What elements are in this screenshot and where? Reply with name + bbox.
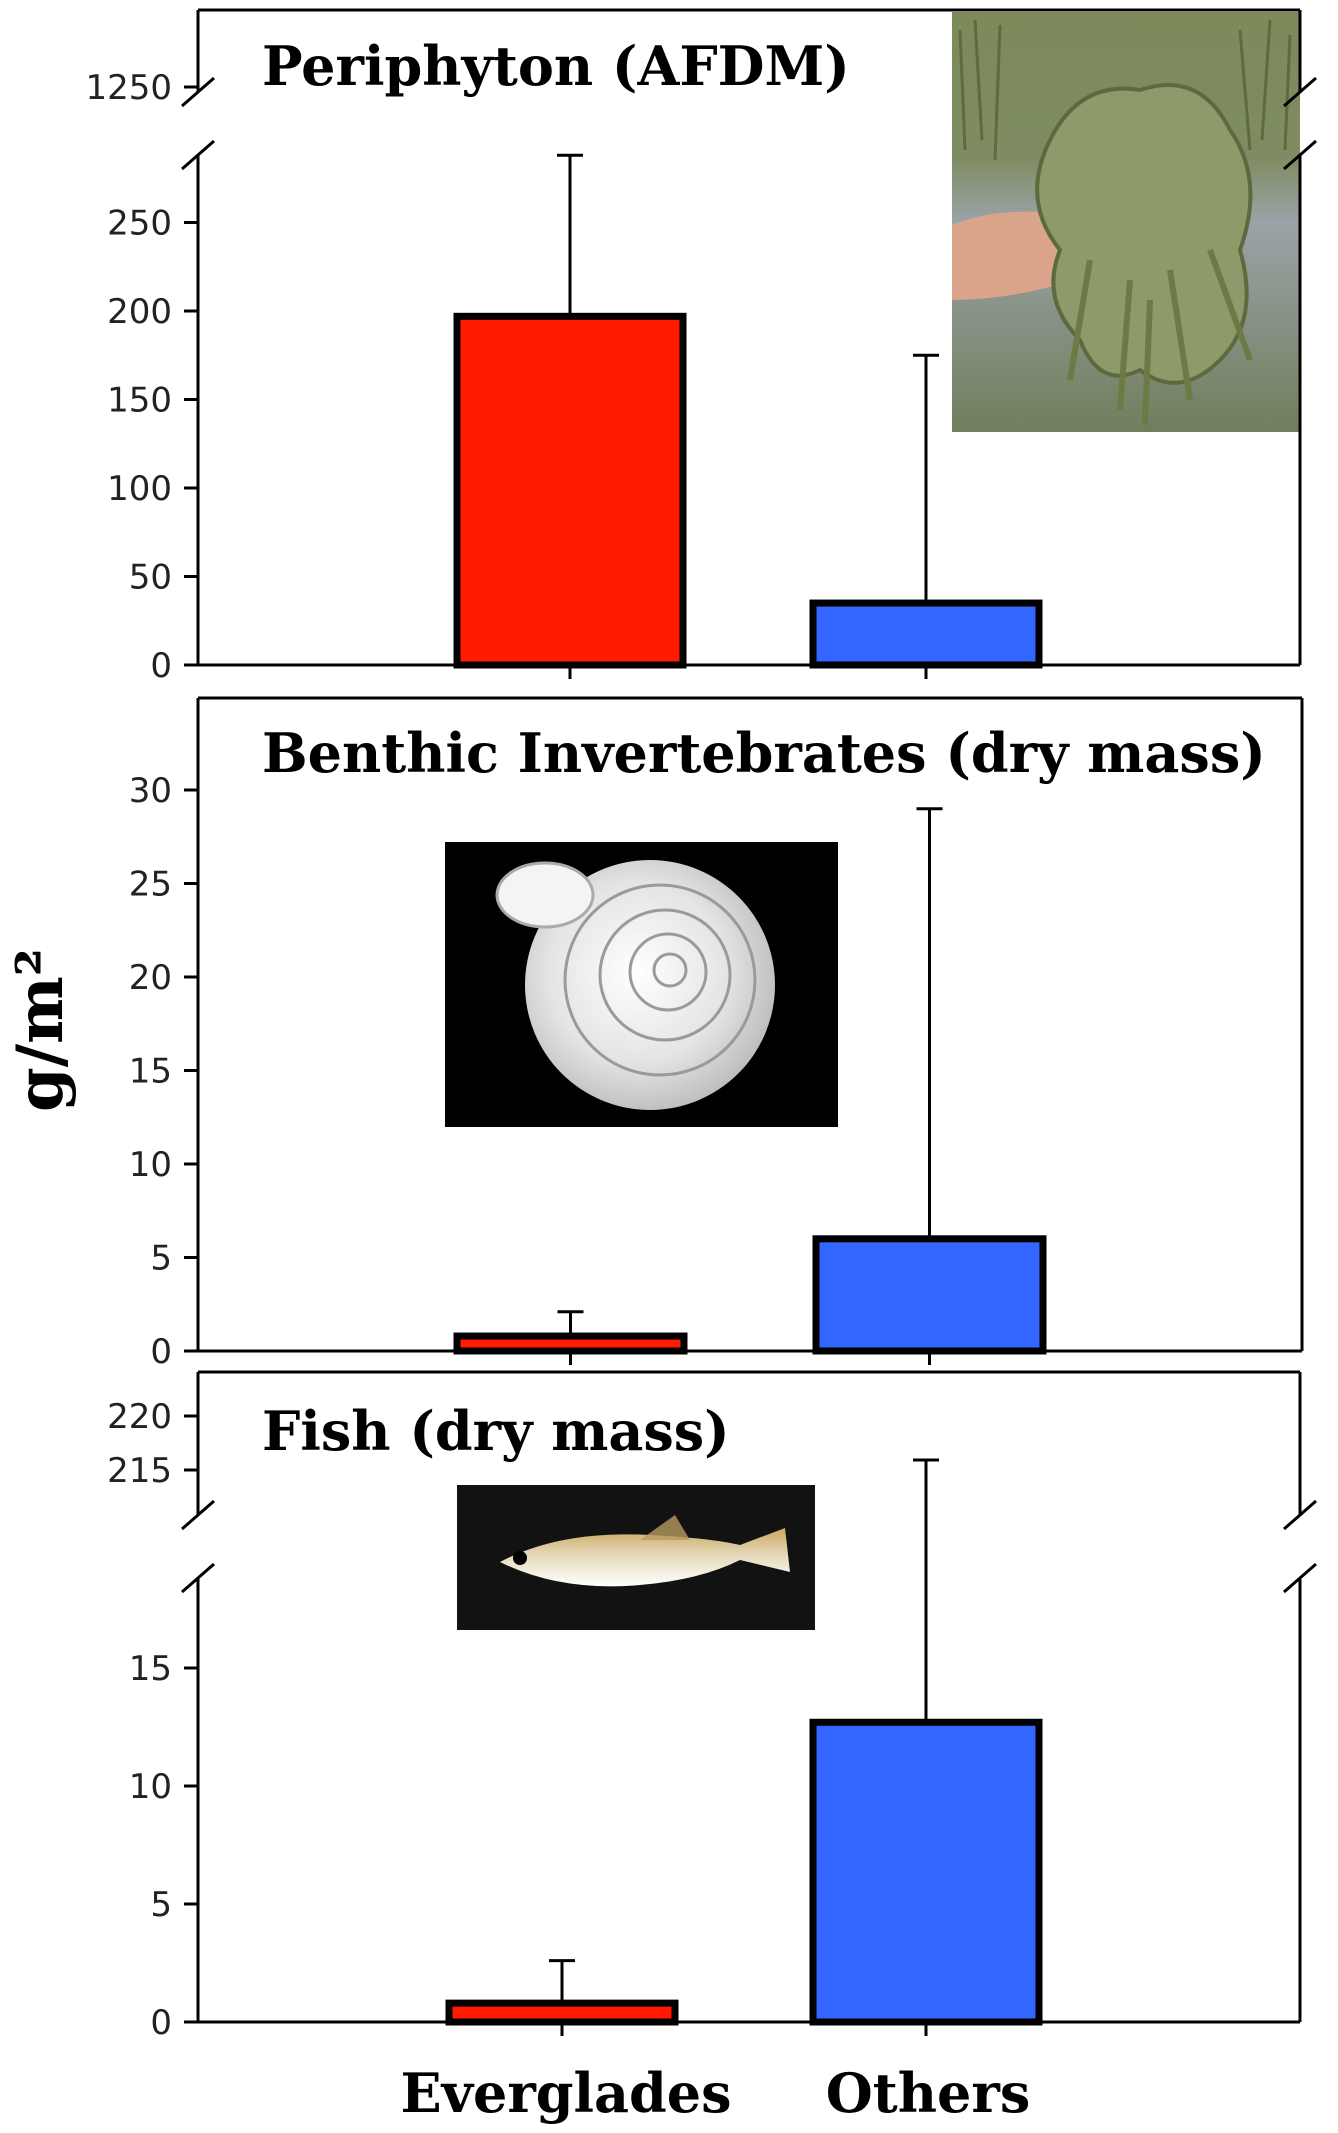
y-tick-label: 215: [107, 1451, 172, 1491]
chart-panel-3: 0 5 10 15 215 220 Fish (dry mass): [107, 1370, 1317, 2043]
axis-break-mark: [181, 76, 215, 108]
snail-aperture: [495, 861, 595, 929]
category-label-others: Others: [826, 2061, 1030, 2125]
bar-others: [809, 1718, 1043, 2026]
axis-break-mark: [181, 139, 215, 171]
photo-snail-shell: [525, 860, 775, 1110]
chart-panel-2: 0 5 10 15 20 25 30 Benthic Invertebrates (dry m…: [129, 696, 1304, 1372]
axis-break-mark: [181, 1562, 215, 1594]
bar-everglades: [453, 1332, 688, 1355]
y-tick-label: 15: [129, 1649, 172, 1689]
axis-break-mark: [1283, 1499, 1317, 1531]
photo-hand: [952, 211, 1075, 300]
y-tick-label: 0: [150, 1332, 172, 1372]
y-tick-label: 5: [150, 1885, 172, 1925]
y-tick-label: 15: [129, 1052, 172, 1092]
axis-break-mark: [181, 1499, 215, 1531]
y-tick-label: 200: [107, 292, 172, 332]
axis-break-mark: [1283, 1562, 1317, 1594]
y-tick-label: 100: [107, 469, 172, 509]
category-label-everglades: Everglades: [400, 2061, 731, 2125]
panel-title: Benthic Invertebrates (dry mass): [262, 721, 1266, 785]
bar-everglades: [453, 312, 687, 669]
axis-break-mark: [1283, 139, 1317, 171]
y-tick-label: 30: [129, 771, 172, 811]
periphyton-photo: [952, 12, 1300, 432]
photo-periphyton-mat: [1035, 83, 1253, 385]
y-tick-label: 25: [129, 865, 172, 905]
snail-whorl-4: [652, 952, 688, 988]
photo-fish-fin: [640, 1515, 690, 1540]
photo-fish-body: [500, 1528, 790, 1587]
snail-whorl-1: [563, 883, 757, 1077]
photo-strands: [1067, 248, 1253, 426]
snail-whorl-3: [628, 932, 708, 1012]
bar-others: [812, 1235, 1047, 1355]
y-axis-label: g/m²: [3, 948, 78, 1112]
axis-break-mark: [1283, 76, 1317, 108]
y-tick-label: 1250: [85, 68, 172, 108]
photo-reeds: [958, 19, 1292, 161]
snail-whorl-2: [598, 908, 732, 1042]
bar-everglades: [445, 1999, 679, 2026]
photo-fish-eye: [513, 1551, 527, 1565]
y-tick-label: 10: [129, 1145, 172, 1185]
fish-photo: [457, 1485, 815, 1630]
panel-title: Fish (dry mass): [262, 1399, 730, 1463]
y-tick-label: 0: [150, 646, 172, 686]
chart-panel-1: 0 50 100 150 200 250 1250 Periphyton (AFDM): [85, 8, 1317, 686]
y-tick-label: 5: [150, 1239, 172, 1279]
bar-others: [809, 599, 1043, 669]
y-tick-label: 250: [107, 204, 172, 244]
y-tick-label: 150: [107, 381, 172, 421]
snail-photo: [445, 842, 838, 1127]
panel-title: Periphyton (AFDM): [262, 34, 850, 98]
y-tick-label: 0: [150, 2003, 172, 2043]
y-tick-label: 50: [129, 558, 172, 598]
y-tick-label: 220: [107, 1397, 172, 1437]
y-tick-label: 20: [129, 958, 172, 998]
y-tick-label: 10: [129, 1767, 172, 1807]
